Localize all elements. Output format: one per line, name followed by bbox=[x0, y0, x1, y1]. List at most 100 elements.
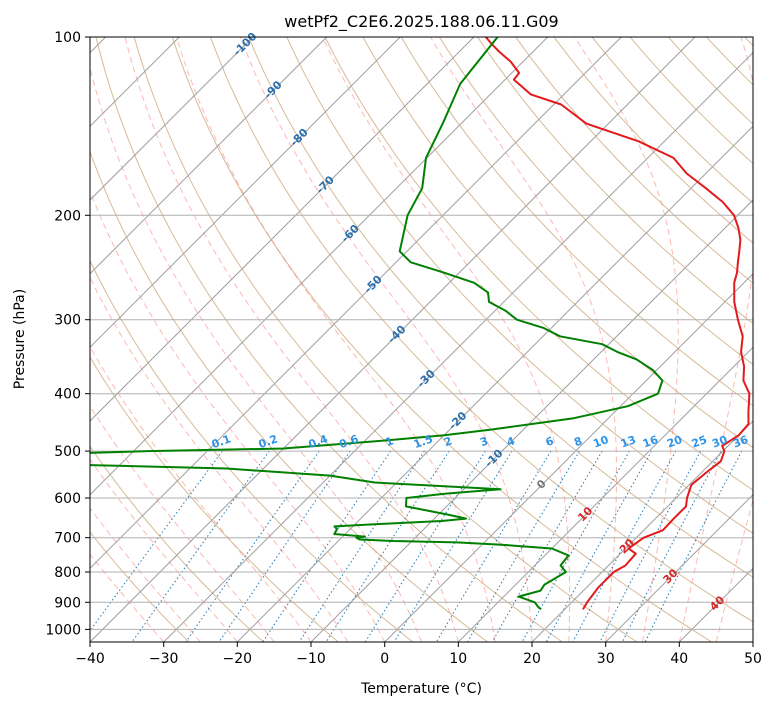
dry-adiabat-line bbox=[286, 37, 753, 534]
moist-adiabat-line bbox=[574, 37, 679, 642]
dry-adiabat-line bbox=[324, 37, 753, 491]
isotherm-line bbox=[531, 420, 753, 642]
mixing-ratio-line bbox=[364, 450, 486, 642]
chart-title: wetPf2_C2E6.2025.188.06.11.G09 bbox=[284, 12, 558, 32]
dry-adiabat-line bbox=[400, 37, 753, 407]
x-tick-label: 30 bbox=[597, 651, 615, 667]
dry-adiabat-line bbox=[553, 37, 753, 244]
y-tick-label: 1000 bbox=[45, 622, 81, 638]
dry-adiabat-line bbox=[133, 37, 638, 642]
isotherm-line bbox=[90, 37, 622, 570]
dry-adiabat-line bbox=[438, 37, 753, 366]
mixing-ratio-line bbox=[491, 450, 603, 642]
mixing-ratio-label: 36 bbox=[731, 433, 750, 451]
mixing-ratio-label: 0.6 bbox=[338, 432, 361, 451]
mixing-ratio-line bbox=[599, 450, 701, 642]
mixing-ratio-line bbox=[521, 450, 630, 642]
mixing-ratio-label: 0.4 bbox=[307, 432, 330, 451]
x-tick-label: 20 bbox=[523, 651, 541, 667]
temperature-trace bbox=[485, 37, 751, 610]
y-tick-label: 300 bbox=[54, 313, 81, 329]
y-tick-label: 100 bbox=[54, 30, 81, 46]
isotherm-line bbox=[90, 37, 254, 201]
mixing-ratio-lines bbox=[90, 450, 743, 642]
dewpoint-trace bbox=[90, 37, 664, 611]
sounding-series bbox=[90, 37, 751, 611]
moist-adiabat-line bbox=[90, 553, 165, 642]
dry-adiabat-line bbox=[90, 356, 339, 642]
mixing-ratio-label: 0.2 bbox=[257, 432, 280, 451]
mixing-ratio-line bbox=[572, 450, 677, 642]
mixing-ratio-labels: 0.1 0.2 0.4 0.6 1 1.5 2 3 4 6 8 10 13 16 20 25 30 36 bbox=[210, 432, 751, 451]
isotherm-line bbox=[163, 51, 753, 642]
plot-area bbox=[90, 37, 753, 642]
y-tick-label: 800 bbox=[54, 565, 81, 581]
mixing-ratio-line bbox=[185, 450, 320, 642]
isotherms bbox=[90, 37, 753, 642]
isobars bbox=[90, 37, 753, 630]
dry-adiabat-line bbox=[171, 37, 712, 642]
mixing-ratio-line bbox=[467, 450, 580, 642]
moist-adiabat-line bbox=[90, 276, 349, 642]
isotherm-line bbox=[457, 346, 753, 642]
mixing-ratio-line bbox=[393, 450, 513, 642]
mixing-ratio-line bbox=[435, 450, 552, 642]
x-tick-label: −30 bbox=[149, 651, 179, 667]
x-axis-label: Temperature (°C) bbox=[360, 681, 482, 697]
x-tick-label: 40 bbox=[670, 651, 688, 667]
y-tick-label: 200 bbox=[54, 208, 81, 224]
mixing-ratio-line bbox=[621, 450, 722, 642]
dry-adiabat-line bbox=[90, 531, 190, 642]
dry-adiabat-line bbox=[248, 37, 753, 578]
dry-adiabat-line bbox=[90, 259, 414, 642]
dry-adiabat-line bbox=[629, 37, 753, 165]
mixing-ratio-label: 1.5 bbox=[412, 432, 435, 451]
x-tick-label: −10 bbox=[296, 651, 326, 667]
mixing-ratio-label: 10 bbox=[591, 433, 610, 451]
moist-adiabat-line bbox=[124, 37, 459, 642]
mixing-ratio-label: 16 bbox=[641, 433, 660, 451]
mixing-ratio-label: 2 bbox=[442, 434, 454, 449]
dry-adiabat-line bbox=[210, 37, 753, 623]
mixing-ratio-label: 8 bbox=[572, 434, 584, 449]
mixing-ratio-line bbox=[218, 450, 351, 642]
mixing-ratio-label: 25 bbox=[690, 433, 709, 450]
isotherm-line bbox=[90, 37, 475, 422]
moist-adiabat-line bbox=[90, 189, 386, 642]
y-axis-label: Pressure (hPa) bbox=[12, 289, 28, 389]
x-tick-label: 0 bbox=[380, 651, 389, 667]
moist-adiabat-line bbox=[322, 37, 571, 642]
moist-adiabat-line bbox=[715, 498, 753, 642]
moist-adiabat-line bbox=[678, 37, 753, 642]
mixing-ratio-label: 1 bbox=[384, 434, 396, 449]
y-tick-label: 700 bbox=[54, 531, 81, 547]
moist-adiabat-line bbox=[90, 405, 275, 642]
isotherm-line bbox=[605, 493, 753, 642]
dry-adiabat-line bbox=[591, 37, 753, 204]
y-tick-label: 400 bbox=[54, 387, 81, 403]
isotherm-line bbox=[90, 37, 696, 642]
x-tick-label: 10 bbox=[449, 651, 467, 667]
mixing-ratio-label: 3 bbox=[478, 434, 490, 449]
mixing-ratio-label: 30 bbox=[710, 433, 729, 451]
mixing-ratio-line bbox=[545, 450, 653, 642]
mixing-ratio-label: 4 bbox=[505, 434, 517, 449]
isotherm-line bbox=[236, 125, 753, 642]
isotherm-line bbox=[90, 37, 549, 496]
y-axis-ticks: 100 200 300 400 500 600 700 800 900 1000 bbox=[45, 30, 90, 638]
x-tick-label: 50 bbox=[744, 651, 762, 667]
dry-adiabat-line bbox=[515, 37, 753, 284]
mixing-ratio-line bbox=[131, 450, 270, 642]
moist-adiabat-line bbox=[90, 507, 201, 642]
y-tick-label: 500 bbox=[54, 444, 81, 460]
x-tick-label: −20 bbox=[223, 651, 253, 667]
plot-frame bbox=[89, 36, 754, 643]
mixing-ratio-label: 20 bbox=[665, 433, 684, 451]
dry-adiabat-line bbox=[477, 37, 753, 325]
dry-adiabat-line bbox=[90, 445, 264, 642]
y-tick-label: 600 bbox=[54, 491, 81, 507]
isotherm-line bbox=[384, 272, 753, 642]
moist-adiabat-line bbox=[90, 65, 422, 642]
